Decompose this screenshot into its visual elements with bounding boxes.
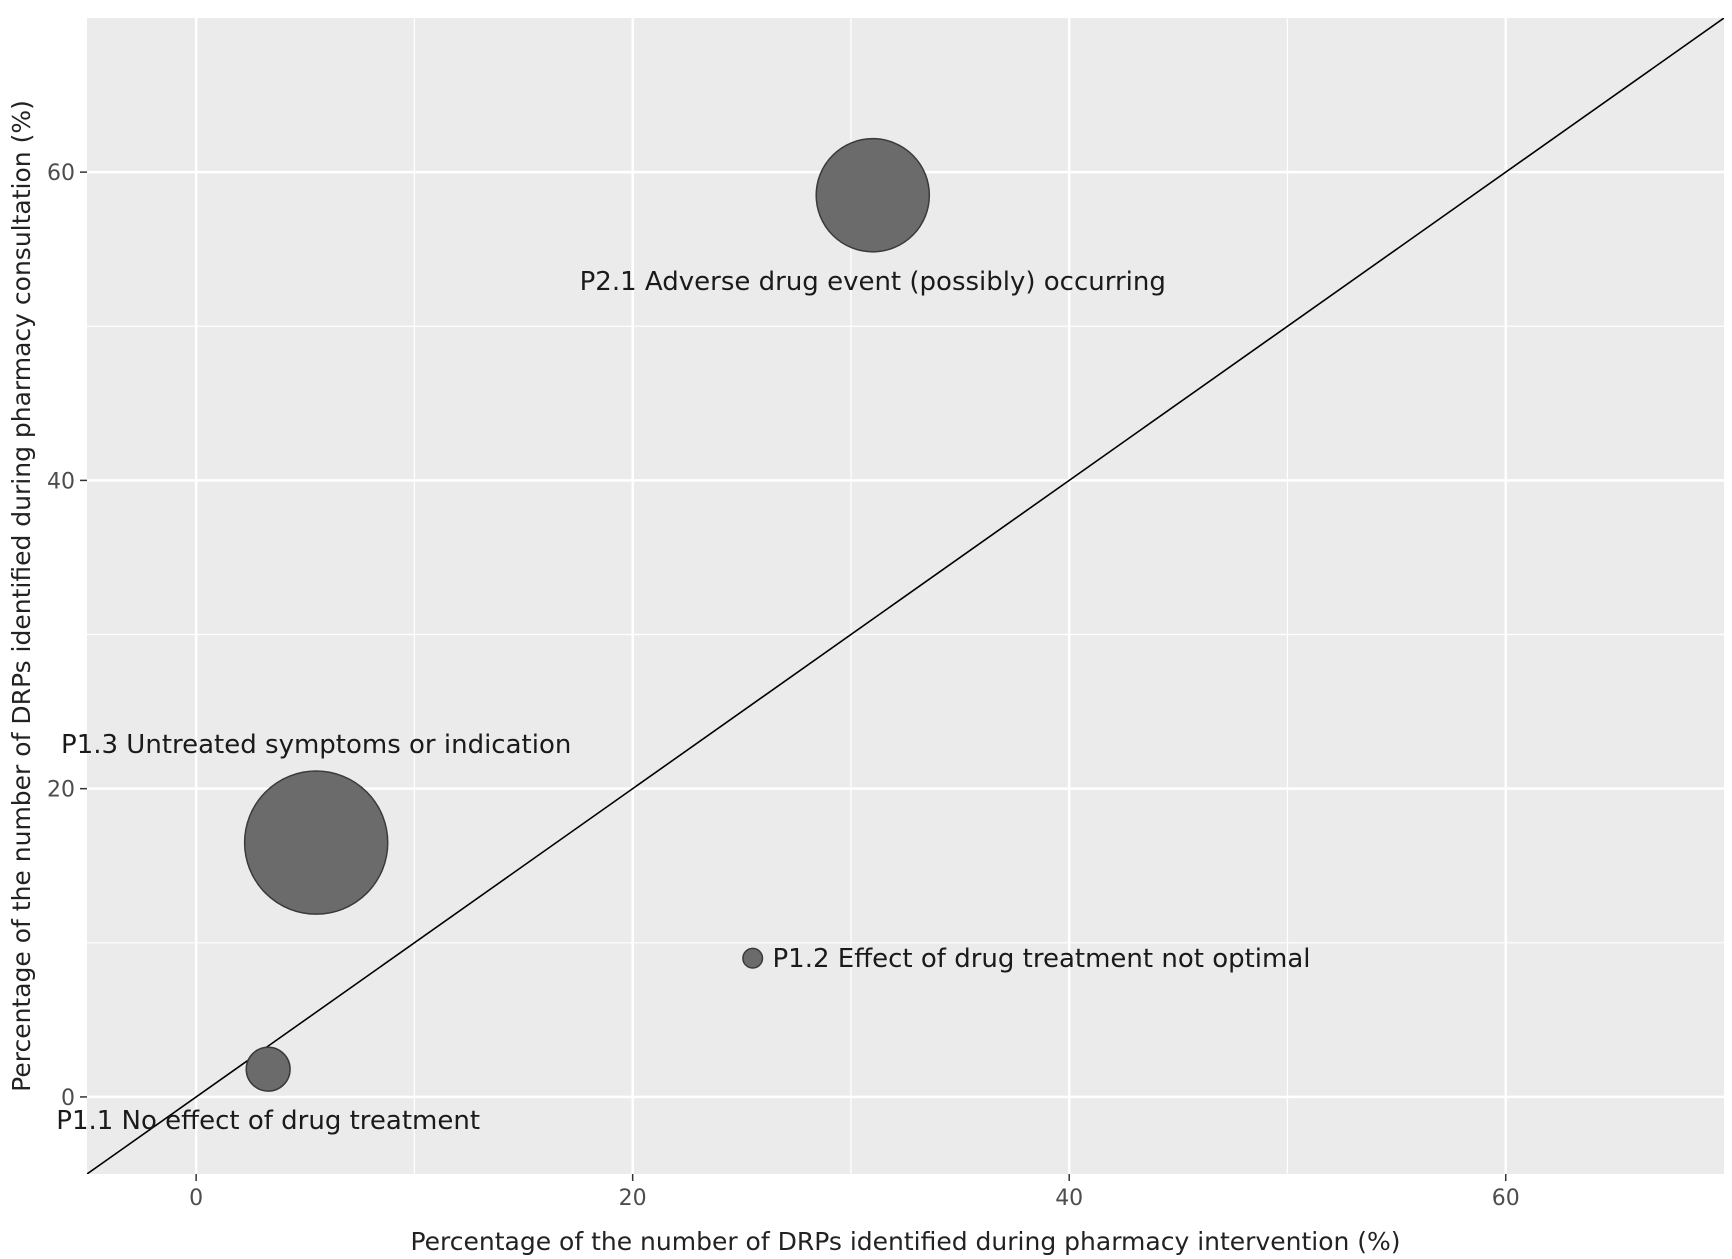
point-label: P1.1 No effect of drug treatment	[56, 1106, 480, 1136]
y-tick-label: 40	[47, 469, 75, 494]
x-tick-label: 20	[619, 1186, 647, 1211]
point-label: P1.2 Effect of drug treatment not optima…	[773, 944, 1311, 974]
x-tick-label: 60	[1492, 1186, 1520, 1211]
y-tick-label: 20	[47, 778, 75, 803]
data-point	[245, 1046, 291, 1092]
reference-line-layer	[87, 18, 1724, 1174]
data-points	[243, 137, 931, 1092]
point-labels: P2.1 Adverse drug event (possibly) occur…	[56, 267, 1310, 1136]
data-point	[742, 947, 764, 969]
point-label: P2.1 Adverse drug event (possibly) occur…	[580, 267, 1166, 297]
data-point	[815, 137, 931, 253]
identity-reference-line	[87, 18, 1724, 1174]
y-tick-label: 60	[47, 161, 75, 186]
x-axis-title: Percentage of the number of DRPs identif…	[410, 1227, 1400, 1256]
x-tick-label: 0	[189, 1186, 203, 1211]
y-axis-title: Percentage of the number of DRPs identif…	[7, 100, 36, 1092]
point-label: P1.3 Untreated symptoms or indication	[61, 730, 571, 760]
data-point	[243, 770, 389, 915]
axes: 0 20 40 60 0 20 40 60	[47, 161, 1520, 1211]
y-tick-label: 0	[61, 1086, 75, 1111]
x-tick-label: 40	[1055, 1186, 1083, 1211]
